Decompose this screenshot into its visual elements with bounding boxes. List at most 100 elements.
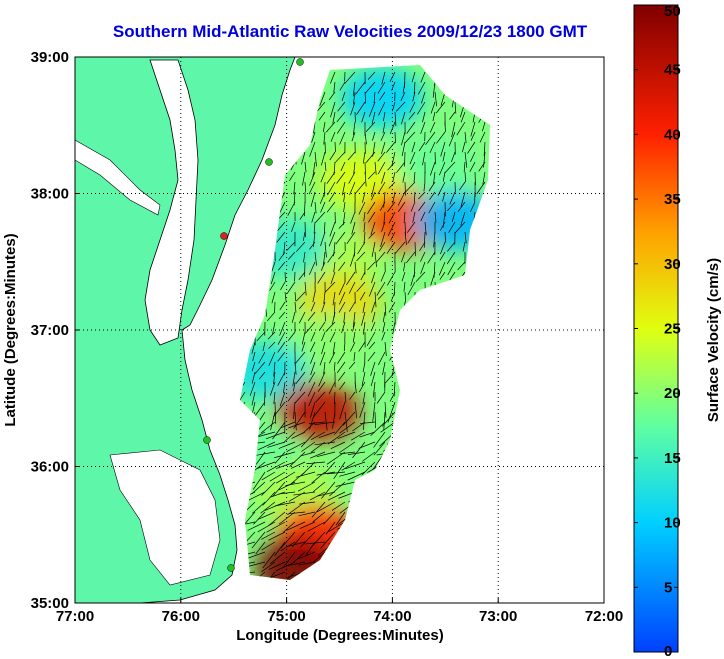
- velocity-arrow: [323, 291, 326, 304]
- y-tick-label: 39:00: [31, 49, 69, 66]
- velocity-arrow: [299, 211, 306, 220]
- velocity-arrow: [327, 251, 336, 263]
- velocity-arrow: [380, 421, 396, 433]
- velocity-region: [339, 67, 424, 128]
- velocity-arrow: [388, 181, 396, 189]
- velocity-arrow: [252, 351, 256, 362]
- velocity-arrow: [324, 461, 336, 474]
- velocity-arrow: [328, 521, 346, 532]
- velocity-arrow: [403, 181, 416, 194]
- velocity-arrow: [383, 211, 386, 225]
- velocity-arrow: [262, 491, 276, 506]
- velocity-arrow: [309, 261, 316, 275]
- velocity-arrow: [436, 131, 446, 144]
- velocity-arrow: [328, 381, 336, 395]
- velocity-arrow: [459, 181, 466, 191]
- velocity-arrow: [258, 371, 266, 380]
- velocity-arrow: [339, 421, 356, 434]
- velocity-arrow: [384, 341, 387, 357]
- velocity-arrow: [378, 101, 386, 116]
- velocity-arrow: [333, 461, 346, 479]
- velocity-arrow: [339, 381, 346, 390]
- velocity-arrow: [424, 221, 427, 236]
- colorbar-tick-label: 30: [664, 256, 681, 273]
- velocity-arrow: [348, 281, 356, 294]
- velocity-arrow: [457, 201, 466, 212]
- velocity-arrow: [400, 111, 406, 125]
- velocity-arrow: [373, 441, 386, 456]
- velocity-arrow: [253, 451, 276, 457]
- velocity-arrow: [356, 251, 366, 262]
- velocity-arrow: [305, 321, 316, 333]
- velocity-arrow: [454, 221, 466, 234]
- velocity-arrow: [451, 151, 456, 163]
- velocity-arrow: [376, 391, 386, 404]
- velocity-arrow: [349, 391, 356, 400]
- velocity-arrow: [299, 521, 316, 529]
- velocity-arrow: [326, 171, 336, 184]
- velocity-arrow: [363, 221, 366, 233]
- velocity-arrow: [389, 391, 396, 402]
- velocity-arrow: [350, 101, 356, 116]
- velocity-arrow: [355, 81, 366, 95]
- velocity-arrow: [330, 131, 336, 142]
- velocity-arrow: [337, 351, 346, 365]
- velocity-arrow: [300, 431, 316, 448]
- velocity-arrow: [377, 81, 386, 94]
- velocity-arrow: [251, 481, 266, 495]
- velocity-arrow: [342, 211, 346, 226]
- velocity-arrow: [380, 131, 386, 141]
- velocity-arrow: [362, 301, 366, 313]
- velocity-arrow: [310, 431, 326, 440]
- velocity-arrow: [354, 401, 358, 419]
- velocity-arrow: [307, 311, 316, 321]
- velocity-arrow: [340, 161, 346, 172]
- velocity-arrow: [470, 201, 476, 212]
- velocity-arrow: [320, 231, 326, 247]
- velocity-arrow: [344, 391, 347, 403]
- velocity-arrow: [402, 81, 406, 94]
- velocity-arrow: [358, 341, 366, 352]
- velocity-arrow: [410, 201, 416, 212]
- velocity-arrow: [331, 501, 346, 511]
- velocity-arrow: [403, 281, 406, 292]
- velocity-arrow: [287, 391, 296, 402]
- colorbar-tick-label: 50: [664, 3, 681, 20]
- velocity-arrow: [317, 271, 326, 284]
- velocity-arrow: [282, 431, 296, 444]
- velocity-arrow: [339, 401, 346, 420]
- velocity-arrow: [397, 191, 406, 206]
- velocity-arrow: [318, 371, 326, 387]
- velocity-arrow: [312, 511, 326, 523]
- velocity-arrow: [346, 231, 356, 245]
- velocity-arrow: [339, 291, 346, 305]
- velocity-arrow: [417, 81, 426, 95]
- velocity-arrow: [420, 211, 426, 222]
- velocity-arrow: [359, 291, 366, 301]
- velocity-arrow: [261, 531, 276, 540]
- velocity-arrow: [435, 101, 446, 114]
- velocity-arrow: [253, 511, 266, 525]
- colorbar-tick-label: 10: [664, 515, 681, 532]
- velocity-arrow: [409, 151, 416, 165]
- velocity-arrow: [304, 541, 326, 545]
- velocity-arrow: [323, 131, 326, 145]
- velocity-arrow: [267, 311, 276, 322]
- velocity-arrow: [385, 371, 396, 384]
- velocity-arrow: [320, 171, 326, 183]
- velocity-arrow: [324, 221, 326, 234]
- velocity-arrow: [444, 231, 446, 243]
- x-tick-label: 72:00: [585, 608, 623, 625]
- velocity-arrow: [277, 221, 286, 231]
- velocity-arrow: [322, 121, 326, 133]
- velocity-arrow: [361, 311, 366, 326]
- velocity-arrow: [432, 111, 436, 122]
- velocity-arrow: [275, 501, 296, 507]
- velocity-arrow: [293, 401, 296, 420]
- x-tick-label: 74:00: [373, 608, 411, 625]
- velocity-arrow: [401, 271, 406, 282]
- velocity-arrow: [254, 361, 266, 375]
- velocity-arrow: [427, 251, 436, 264]
- velocity-arrow: [460, 211, 466, 226]
- velocity-arrow: [333, 391, 336, 405]
